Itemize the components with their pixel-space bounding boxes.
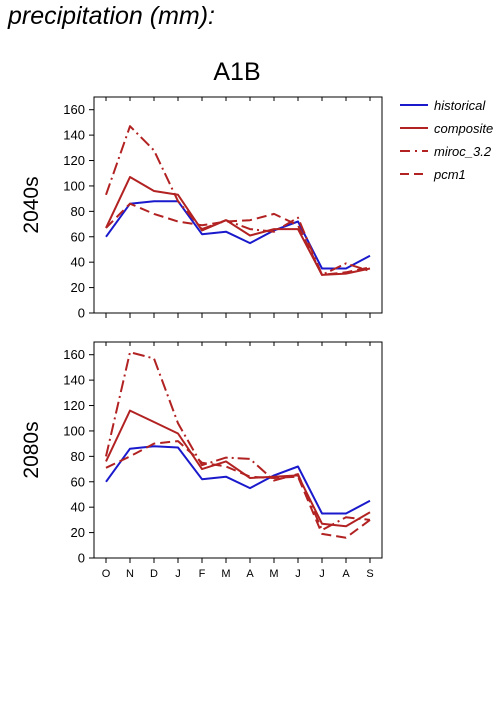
series-line-pcm1 bbox=[105, 440, 371, 539]
y-axis-label: 2040s bbox=[20, 176, 43, 233]
y-tick-label: 0 bbox=[78, 551, 85, 566]
y-tick-label: 20 bbox=[71, 280, 85, 295]
legend-label: pcm1 bbox=[433, 167, 466, 182]
series-line-pcm1 bbox=[105, 202, 371, 276]
legend-label: miroc_3.2 bbox=[434, 144, 492, 159]
y-tick-label: 40 bbox=[71, 500, 85, 515]
series-line-historical bbox=[105, 200, 371, 270]
y-tick-label: 160 bbox=[63, 347, 85, 362]
x-tick-label: A bbox=[246, 568, 254, 580]
series-line-composite bbox=[105, 176, 371, 276]
y-tick-label: 60 bbox=[71, 474, 85, 489]
x-tick-label: F bbox=[199, 568, 206, 580]
panel-2040s: 0 20 40 60 80 100 120 140 160 2040s bbox=[20, 96, 383, 321]
series-line-miroc-3-2 bbox=[105, 351, 371, 531]
x-tick-label: N bbox=[126, 568, 134, 580]
y-axis-label: 2080s bbox=[20, 421, 43, 478]
x-tick-label: S bbox=[366, 568, 373, 580]
x-tick-label: M bbox=[221, 568, 230, 580]
x-tick-label: J bbox=[175, 568, 181, 580]
plot-frame bbox=[93, 341, 383, 559]
y-tick-label: 100 bbox=[63, 423, 85, 438]
page-title: precipitation (mm): bbox=[8, 2, 215, 30]
y-tick-label: 40 bbox=[71, 255, 85, 270]
series-line-composite bbox=[105, 409, 371, 528]
y-tick-label: 120 bbox=[63, 398, 85, 413]
y-tick-label: 20 bbox=[71, 525, 85, 540]
y-tick-label: 100 bbox=[63, 178, 85, 193]
x-tick-label: O bbox=[102, 568, 111, 580]
y-tick-label: 140 bbox=[63, 128, 85, 143]
y-tick-label: 60 bbox=[71, 229, 85, 244]
y-tick-label: 80 bbox=[71, 204, 85, 219]
x-tick-label: J bbox=[319, 568, 325, 580]
y-tick-label: 80 bbox=[71, 449, 85, 464]
x-tick-label: A bbox=[342, 568, 350, 580]
x-tick-label: M bbox=[269, 568, 278, 580]
y-tick-label: 140 bbox=[63, 373, 85, 388]
legend-label: composite bbox=[434, 121, 493, 136]
chart-panels: 0 20 40 60 80 100 120 140 160 2040s 0 20 40 60 80 100 12… bbox=[20, 96, 383, 580]
series-line-miroc-3-2 bbox=[105, 125, 371, 276]
legend-label: historical bbox=[434, 98, 486, 113]
y-tick-label: 160 bbox=[63, 102, 85, 117]
scenario-title: A1B bbox=[213, 58, 260, 86]
y-tick-label: 0 bbox=[78, 306, 85, 321]
y-tick-label: 120 bbox=[63, 153, 85, 168]
series-line-historical bbox=[105, 445, 371, 515]
plot-frame bbox=[93, 96, 383, 314]
panel-2080s: 0 20 40 60 80 100 120 140 160 O N D J F M A M J J A S 2080s bbox=[20, 341, 383, 580]
x-tick-label: J bbox=[295, 568, 301, 580]
x-tick-label: D bbox=[150, 568, 158, 580]
legend: historical composite miroc_3.2 pcm1 bbox=[400, 98, 493, 182]
